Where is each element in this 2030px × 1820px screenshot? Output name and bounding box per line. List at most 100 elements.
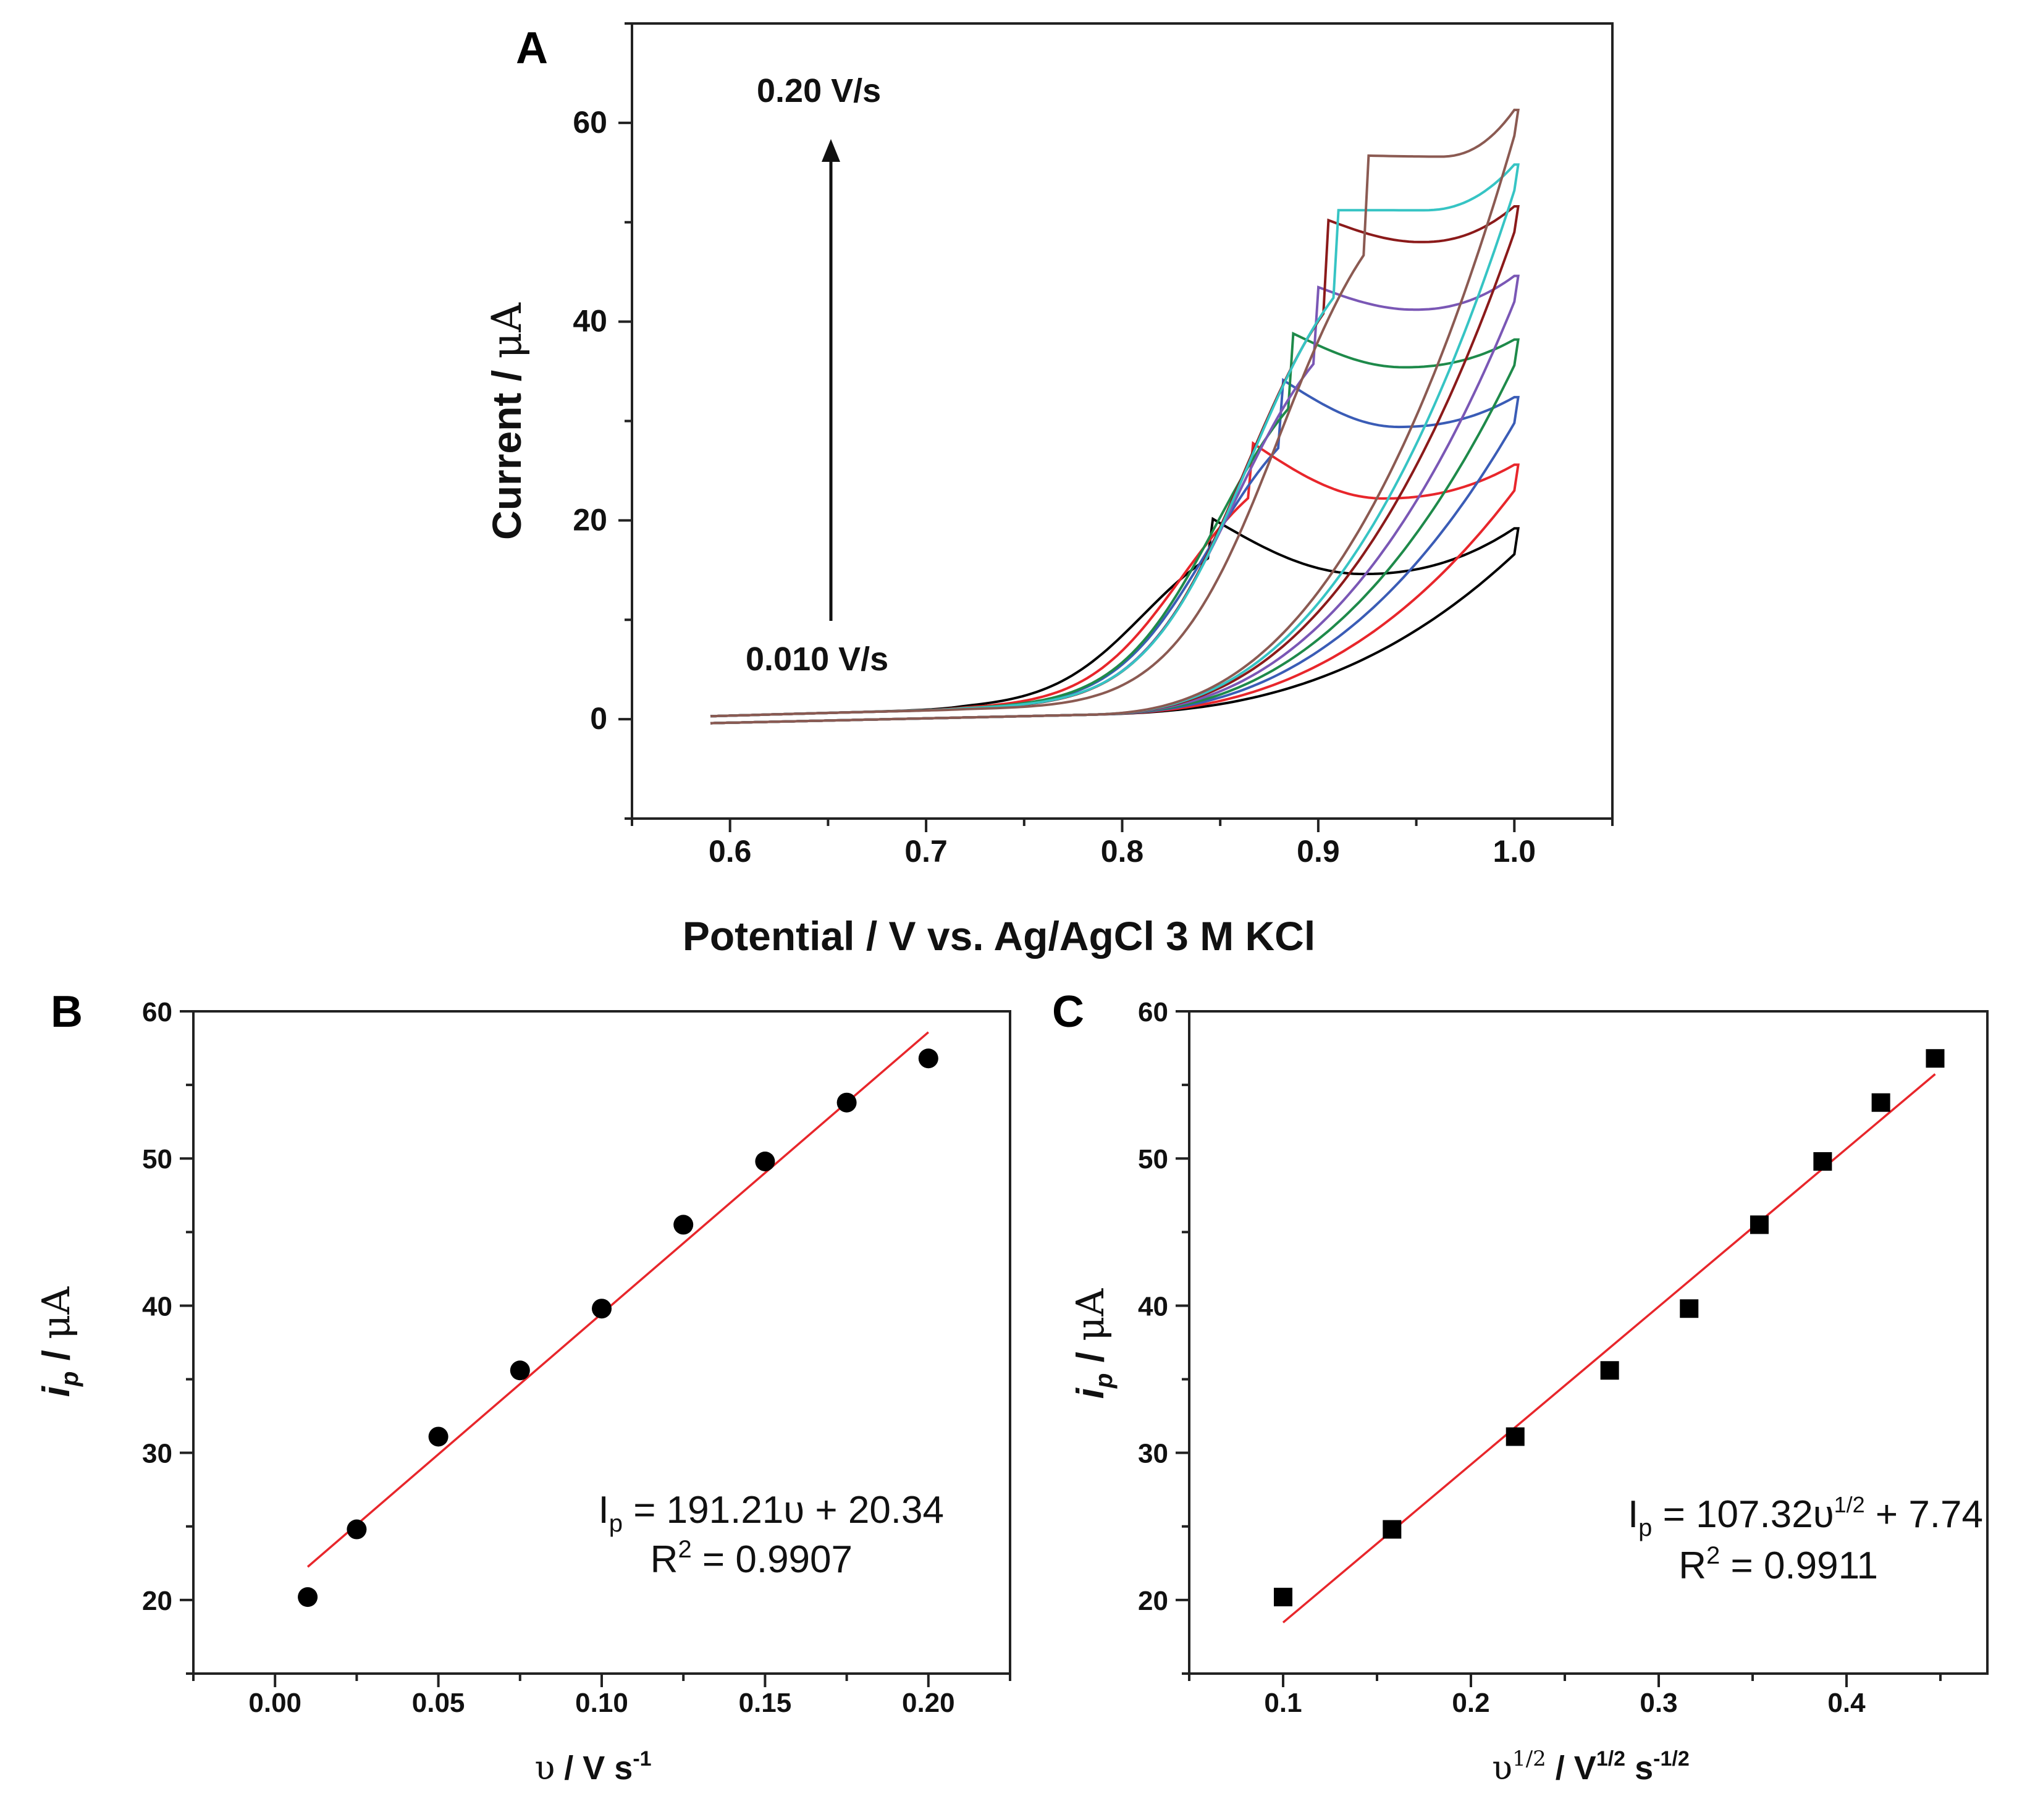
- data-point: [1383, 1520, 1402, 1539]
- eq-rest: = 107.32υ: [1652, 1493, 1834, 1536]
- x-label-sup2: -1/2: [1653, 1747, 1690, 1771]
- y-label-i: i: [1069, 1387, 1112, 1399]
- panel-b: B 0.00 0.05 0.10 0.15 0.20 20 30 40 50 6…: [33, 987, 1011, 1787]
- r2-r: R: [1678, 1544, 1706, 1587]
- eq-i: I: [599, 1489, 609, 1531]
- panel-label-c: C: [1052, 987, 1084, 1037]
- y-tick-label: 40: [142, 1291, 172, 1321]
- y-label-unit: μA: [1068, 1288, 1113, 1341]
- data-point: [347, 1519, 367, 1540]
- y-tick-label: 50: [1138, 1144, 1168, 1174]
- y-axis-label-c: ip / μA: [1068, 1288, 1118, 1399]
- x-ticks-b: [192, 1674, 1011, 1687]
- fit-equation-b: Ip = 191.21υ + 20.34: [599, 1489, 945, 1537]
- y-ticks-b: [180, 1010, 193, 1675]
- x-label-text: / V: [1546, 1750, 1596, 1787]
- data-point: [1926, 1049, 1945, 1068]
- axes-frame-c: [1188, 1010, 1989, 1675]
- y-label-unit: μA: [33, 1286, 78, 1339]
- x-tick-label: 0.8: [1101, 834, 1144, 869]
- scan-rate-arrow-head: [822, 139, 840, 162]
- r-squared-b: R2 = 0.9907: [651, 1536, 853, 1581]
- fit-line-b: [306, 1031, 929, 1568]
- y-tick-label: 20: [573, 502, 607, 537]
- data-point: [1680, 1299, 1699, 1318]
- data-point: [673, 1215, 694, 1235]
- data-point: [918, 1048, 938, 1069]
- r2-sup: 2: [1706, 1542, 1720, 1569]
- eq-i: I: [1628, 1493, 1638, 1536]
- x-tick-label: 0.9: [1297, 834, 1340, 869]
- data-points-c: [1274, 1049, 1945, 1607]
- panel-c: C 0.1 0.2 0.3 0.4 20 30 40 50 60 υ1/2 / …: [1052, 987, 1989, 1787]
- arrow-bottom-label: 0.010 V/s: [746, 641, 888, 678]
- x-label-sup: -1: [633, 1747, 651, 1771]
- data-point: [755, 1151, 775, 1171]
- x-tick-label: 0.00: [248, 1688, 301, 1718]
- r2-rest: = 0.9907: [692, 1538, 853, 1581]
- x-label-text: / V s: [555, 1750, 633, 1787]
- y-label-i: i: [35, 1385, 78, 1397]
- r2-sup: 2: [678, 1536, 691, 1563]
- fit-equation-c: Ip = 107.32υ1/2 + 7.74: [1628, 1492, 1983, 1541]
- y-tick-label: 30: [1138, 1439, 1168, 1469]
- eq-rest: = 191.21υ + 20.34: [623, 1489, 944, 1531]
- x-tick-label: 1.0: [1493, 834, 1536, 869]
- x-tick-label: 0.3: [1640, 1688, 1677, 1718]
- data-point: [510, 1360, 530, 1381]
- y-axis-label-text: Current /: [484, 359, 529, 540]
- data-points-b: [298, 1048, 938, 1607]
- data-point: [1871, 1093, 1890, 1112]
- cv-curves: [710, 108, 1520, 725]
- y-tick-label: 50: [142, 1144, 172, 1174]
- x-label-symbol-sup: 1/2: [1512, 1746, 1546, 1771]
- x-axis-label-a: Potential / V vs. Ag/AgCl 3 M KCl: [683, 913, 1315, 959]
- x-tick-label: 0.15: [739, 1688, 792, 1718]
- data-point: [1750, 1215, 1769, 1234]
- cv-curve: [710, 108, 1520, 725]
- panel-a: A 0.6 0.7 0.8 0.9 1.0 0 20 40 60 Potenti…: [483, 22, 1614, 959]
- r2-rest: = 0.9911: [1720, 1544, 1878, 1587]
- data-point: [1274, 1588, 1292, 1607]
- fit-line-c: [1282, 1073, 1936, 1624]
- y-tick-label: 40: [1138, 1291, 1168, 1321]
- y-tick-label: 60: [573, 105, 607, 140]
- arrow-top-label: 0.20 V/s: [757, 72, 881, 109]
- y-tick-label: 0: [590, 701, 607, 736]
- y-axis-label-b: ip / μA: [33, 1286, 83, 1397]
- x-axis-label-c: υ1/2 / V1/2 s-1/2: [1492, 1746, 1689, 1787]
- y-label-rest: /: [35, 1339, 78, 1371]
- x-ticks-c: [1188, 1674, 1942, 1687]
- panel-label-a: A: [516, 23, 548, 73]
- y-label-sub: p: [56, 1371, 83, 1387]
- eq-sub: p: [1638, 1514, 1652, 1541]
- data-point: [1506, 1427, 1525, 1446]
- data-point: [592, 1299, 612, 1319]
- eq-sup: 1/2: [1834, 1492, 1865, 1517]
- y-tick-label: 60: [142, 997, 172, 1027]
- x-tick-label: 0.2: [1452, 1688, 1489, 1718]
- panel-label-b: B: [51, 987, 83, 1037]
- eq-sub: p: [609, 1510, 623, 1537]
- x-ticks-a: [631, 819, 1614, 832]
- axes-frame-a: [631, 22, 1614, 820]
- x-tick-label: 0.05: [412, 1688, 465, 1718]
- y-tick-label: 40: [573, 304, 607, 339]
- data-point: [298, 1587, 318, 1607]
- x-tick-label: 0.1: [1264, 1688, 1302, 1718]
- data-point: [428, 1426, 449, 1447]
- x-label-symbol: υ: [534, 1748, 555, 1787]
- x-label-text2: s: [1625, 1750, 1653, 1787]
- y-tick-label: 20: [142, 1586, 172, 1616]
- y-ticks-a: [618, 22, 632, 820]
- r-squared-c: R2 = 0.9911: [1678, 1542, 1878, 1587]
- y-axis-label-unit: μA: [483, 302, 531, 359]
- x-tick-label: 0.7: [904, 834, 948, 869]
- x-tick-label: 0.4: [1827, 1688, 1866, 1718]
- y-axis-label-a: Current / μA: [483, 302, 531, 540]
- x-axis-label-b: υ / V s-1: [534, 1747, 651, 1787]
- x-label-sup1: 1/2: [1596, 1747, 1625, 1771]
- y-label-sub: p: [1090, 1373, 1118, 1389]
- y-label-rest: /: [1069, 1341, 1112, 1373]
- data-point: [836, 1092, 857, 1113]
